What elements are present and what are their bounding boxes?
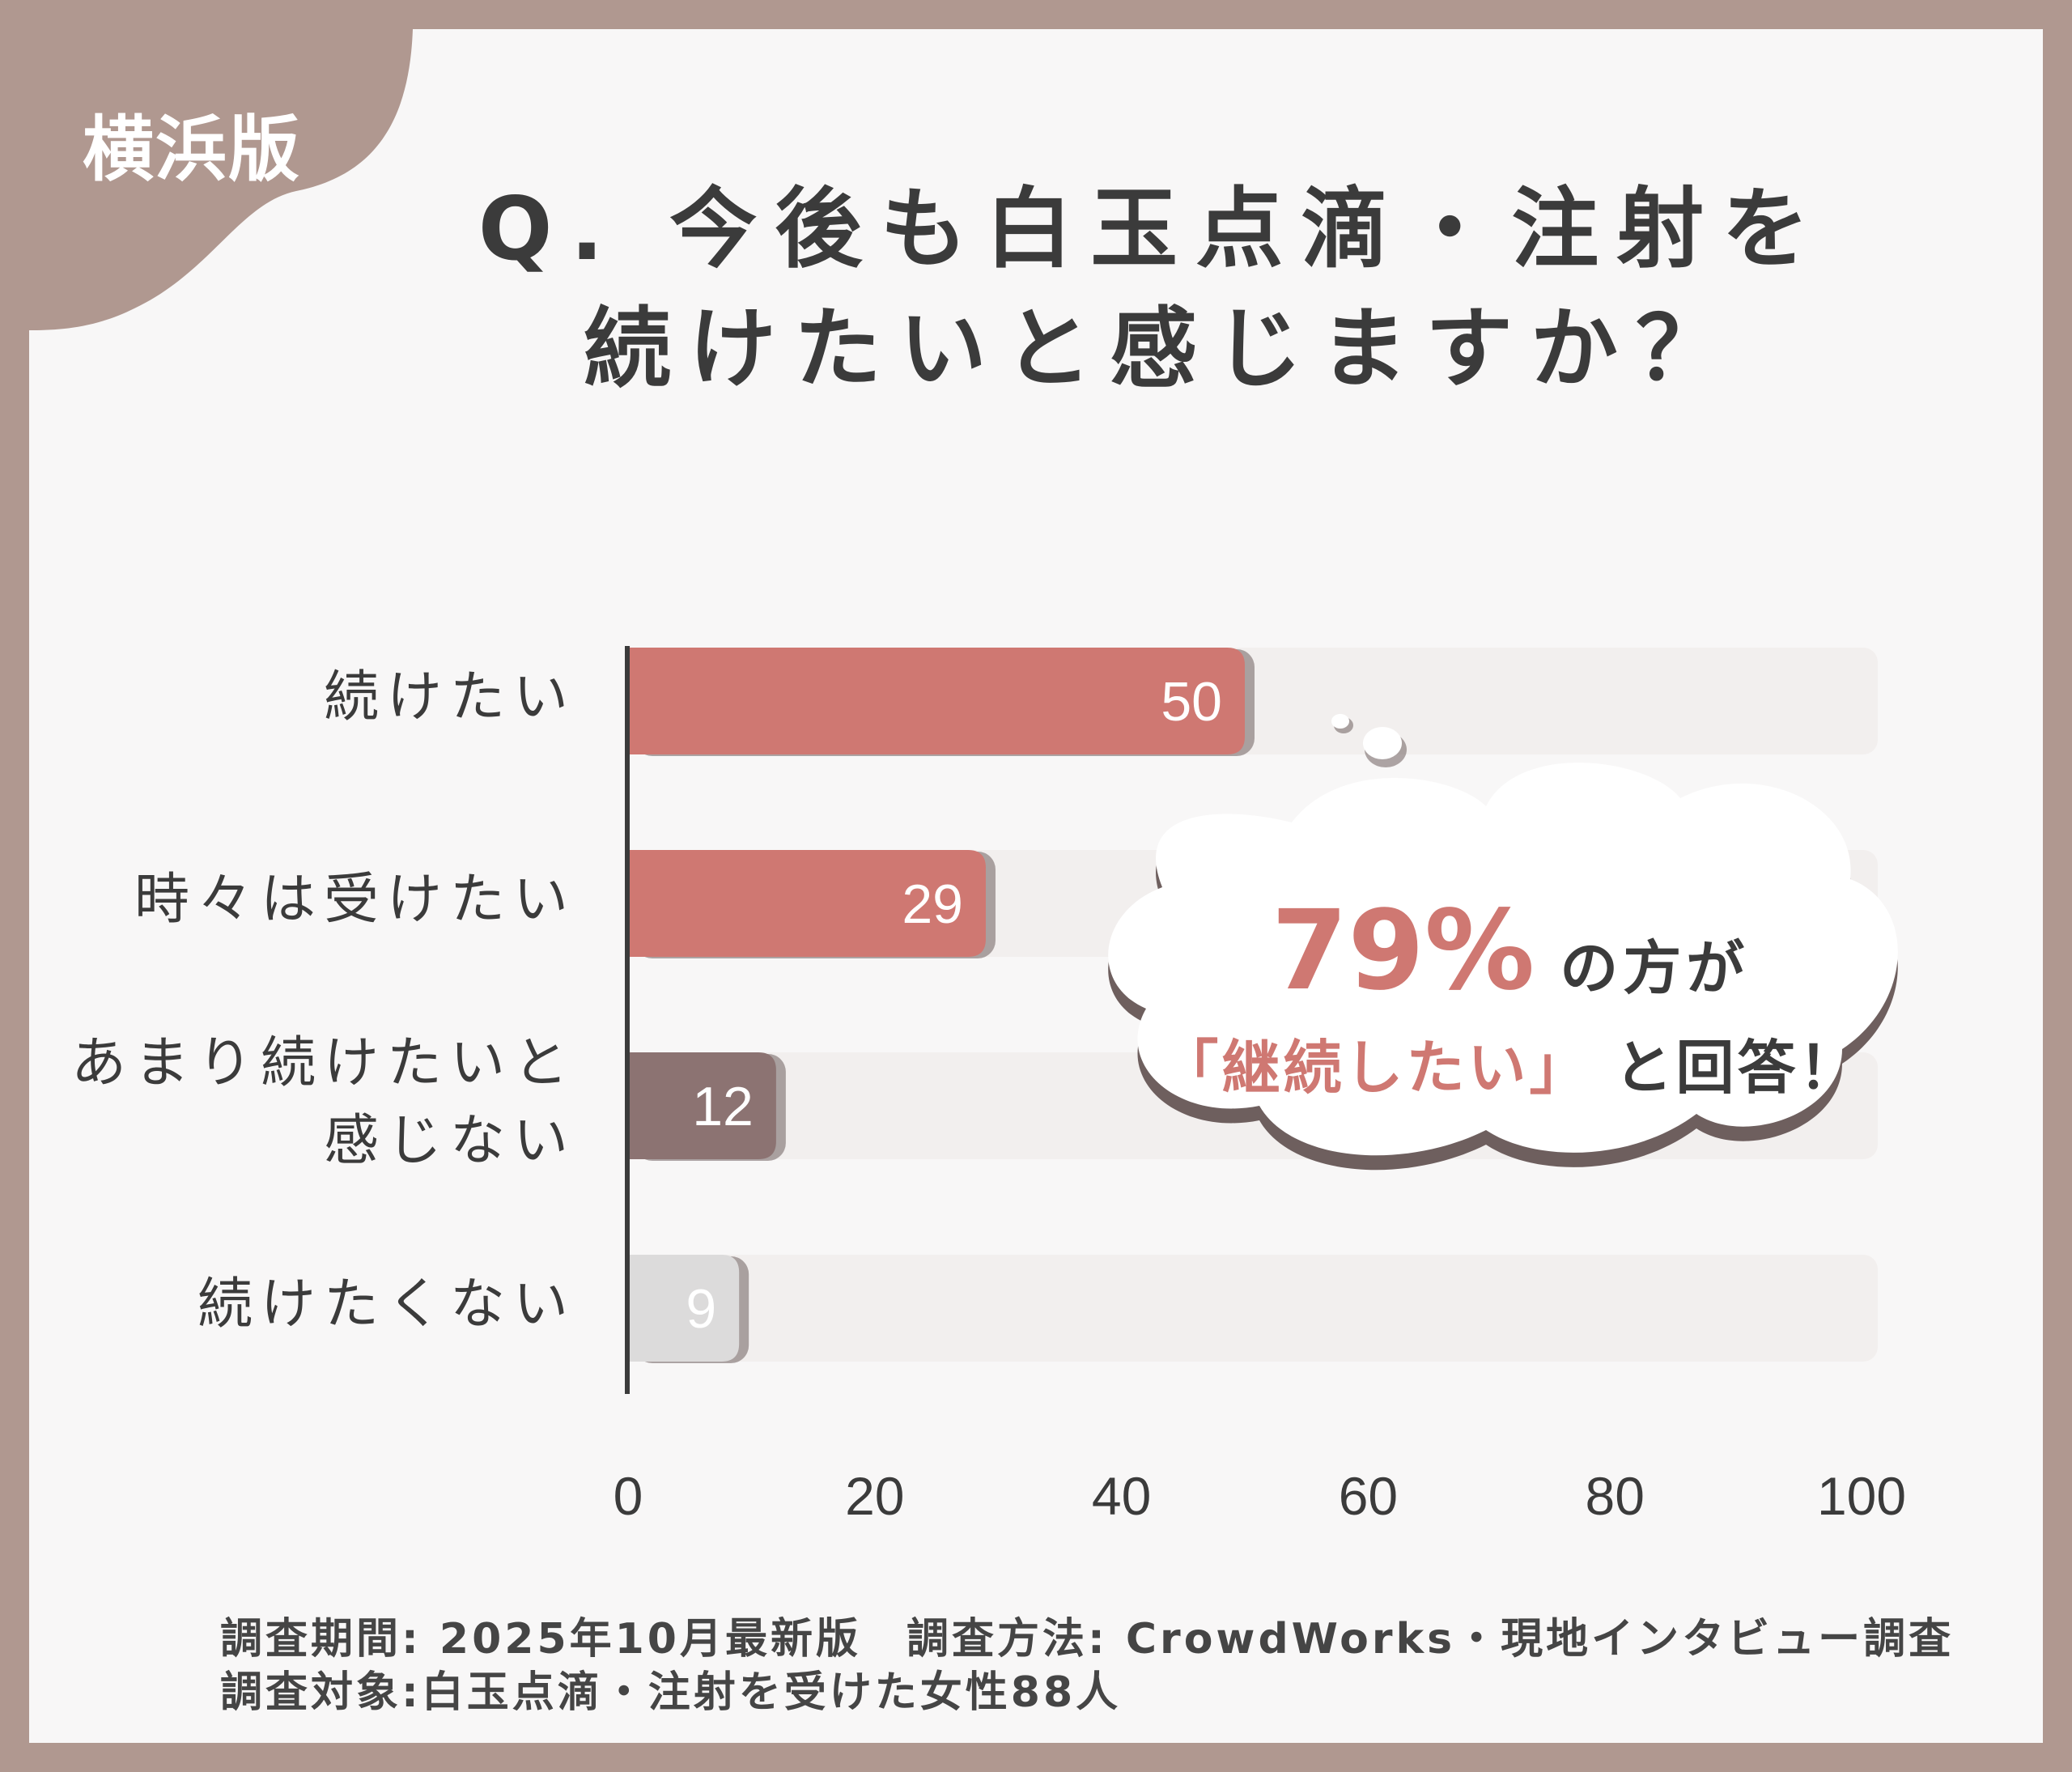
chart-title-line-2: 続けたいと感じますか？	[583, 299, 1741, 400]
survey-period-note: 調査期間: 2025年10月最新版 調査方法: CrowdWorks・現地インタ…	[220, 1615, 1955, 1664]
bar-value-label: 29	[902, 873, 963, 935]
thought-dot-large	[1363, 727, 1402, 759]
x-tick-label: 60	[1339, 1466, 1398, 1526]
x-tick-label: 20	[845, 1466, 904, 1526]
x-tick-label: 80	[1585, 1466, 1644, 1526]
bar	[628, 648, 1245, 754]
category-label: あまり続けたいと感じない	[29, 1025, 576, 1180]
chart-title-line-1: Q. 今後も白玉点滴・注射を	[478, 179, 1828, 280]
bar	[628, 1052, 776, 1159]
category-label-line: あまり続けたいと	[70, 1031, 576, 1095]
callout-text: 79% の方が 「継続したい」 と回答！	[1146, 887, 1875, 1105]
callout-highlight: 「継続したい」	[1160, 1034, 1614, 1102]
category-label-line: 感じない	[323, 1109, 576, 1173]
category-label-line: 続けたい	[323, 665, 576, 729]
infographic-card: 横浜版 Q. 今後も白玉点滴・注射を 続けたいと感じますか？ 50 29 12 9 0 2…	[29, 29, 2043, 1743]
callout-highlight-text: 継続したい	[1221, 1034, 1530, 1102]
thought-dot-small	[1331, 714, 1349, 729]
x-tick-label: 100	[1817, 1466, 1906, 1526]
region-label: 横浜版	[83, 108, 302, 191]
callout-after-percent: の方が	[1560, 934, 1750, 1002]
bar-value-label: 12	[692, 1076, 754, 1137]
bar-track	[636, 1255, 1878, 1362]
bar-value-label: 50	[1161, 671, 1222, 733]
survey-target-note: 調査対象:白玉点滴・注射を受けた女性88人	[220, 1668, 1122, 1717]
y-axis-line	[625, 646, 630, 1394]
category-label: 続けたくない	[29, 1266, 576, 1344]
region-corner-tab	[29, 29, 413, 330]
category-label: 続けたい	[29, 659, 576, 737]
category-label-line: 続けたくない	[197, 1273, 576, 1336]
x-tick-label: 0	[614, 1466, 643, 1526]
callout-close-bracket: 」	[1529, 1034, 1591, 1102]
bar-chart: 50 29 12 9 0 20 40 60 80 100	[614, 646, 1906, 1526]
bar	[628, 1255, 740, 1362]
bar-value-label: 9	[686, 1278, 716, 1340]
callout-bubble	[1108, 763, 1898, 1156]
bar	[628, 850, 986, 957]
callout-ending: と回答！	[1614, 1034, 1861, 1102]
x-tick-label: 40	[1092, 1466, 1151, 1526]
callout-open-bracket: 「	[1160, 1034, 1222, 1102]
callout-percent: 79%	[1271, 887, 1535, 1015]
category-label: 時々は受けたい	[29, 861, 576, 939]
category-label-line: 時々は受けたい	[134, 868, 576, 932]
